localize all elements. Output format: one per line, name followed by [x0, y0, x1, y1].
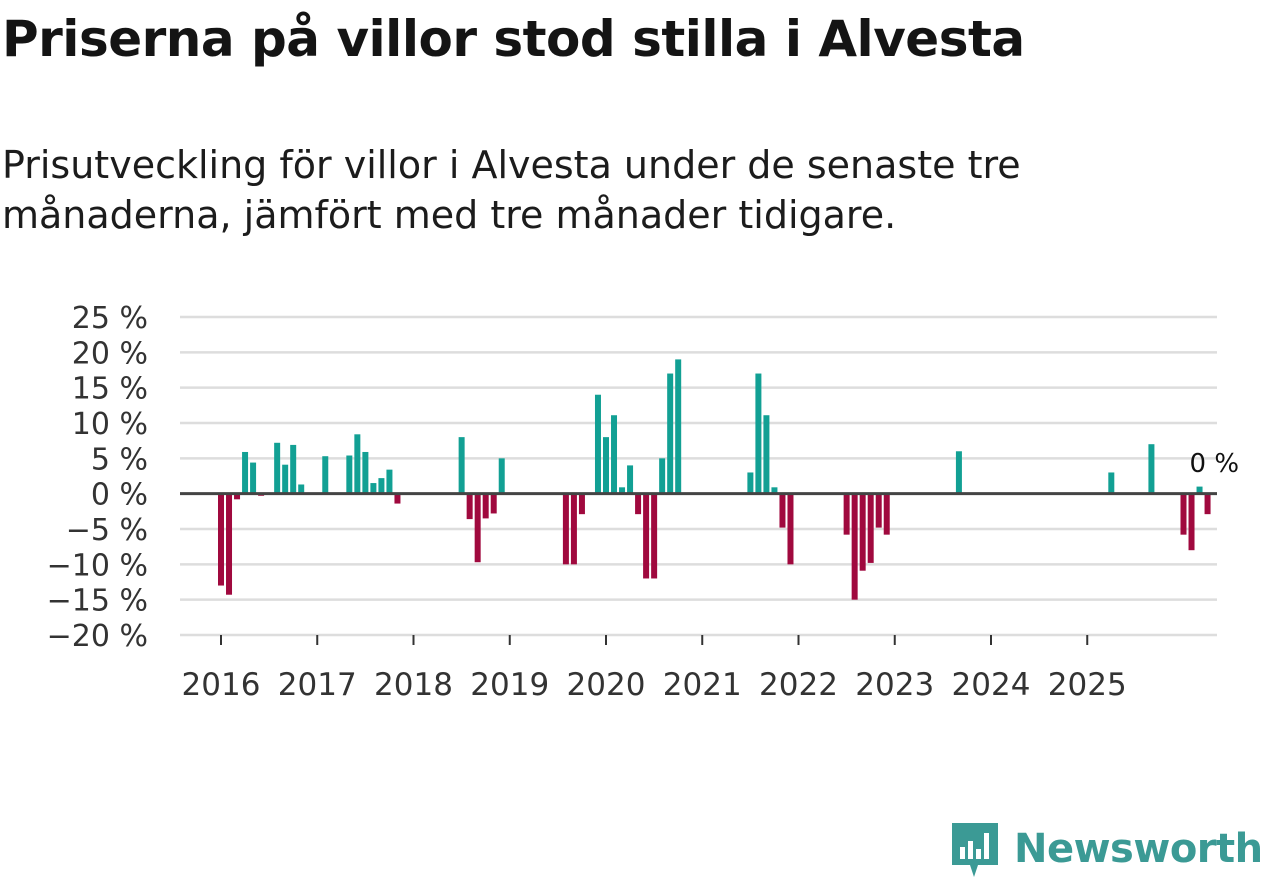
bar [474, 493, 481, 563]
axes [180, 492, 1217, 645]
bar [603, 437, 609, 494]
newsworthy-logo-text: Newsworthy [1014, 826, 1262, 872]
y-tick-label: −5 % [66, 513, 148, 548]
bar [643, 493, 650, 579]
newsworthy-logo[interactable]: Newsworthy [950, 818, 1262, 880]
bar [362, 451, 369, 494]
bar [851, 493, 858, 600]
bar [675, 359, 682, 494]
bar [1108, 472, 1115, 494]
bar [843, 493, 850, 535]
bar [771, 487, 778, 494]
x-tick-label: 2017 [278, 667, 357, 703]
bar [298, 484, 305, 494]
bar [346, 455, 353, 494]
bar [867, 493, 874, 563]
bar [290, 444, 297, 494]
y-tick-label: 0 % [91, 478, 148, 513]
bar [1180, 493, 1187, 535]
bar [1204, 493, 1211, 515]
bar [659, 458, 666, 494]
x-tick-label: 2025 [1048, 667, 1127, 703]
x-tick-label: 2019 [470, 667, 549, 703]
x-tick-label: 2023 [855, 667, 934, 703]
x-tick-label: 2022 [759, 667, 838, 703]
bar [482, 493, 489, 519]
bar [594, 394, 601, 494]
y-tick-label: −20 % [47, 619, 148, 654]
bar [234, 493, 241, 500]
bar [1196, 486, 1203, 494]
bar [875, 493, 882, 528]
bar [787, 493, 794, 565]
bar [619, 487, 626, 494]
bar [627, 465, 634, 494]
bar [1148, 444, 1155, 494]
y-tick-label: 10 % [72, 407, 148, 442]
bar [242, 451, 249, 494]
bar [226, 493, 233, 595]
bar [370, 483, 377, 494]
bar [1188, 493, 1195, 551]
bar [386, 469, 393, 494]
bar [498, 458, 505, 494]
bar [218, 493, 224, 586]
bar [490, 493, 497, 514]
bar [322, 456, 329, 494]
bar [394, 493, 401, 504]
bar [570, 493, 577, 565]
bar [755, 373, 762, 494]
bar-chart: 25 %20 %15 %10 %5 %0 %−5 %−10 %−15 %−20 … [47, 301, 1239, 703]
newsworthy-logo-icon [952, 823, 998, 877]
gridlines [180, 315, 1217, 637]
y-tick-label: −15 % [47, 584, 148, 619]
bar [635, 493, 642, 515]
bar [667, 373, 674, 494]
y-tick-label: −10 % [47, 548, 148, 583]
y-tick-label: 5 % [91, 442, 148, 477]
bar [955, 451, 962, 494]
y-tick-label: 20 % [72, 336, 148, 371]
last-value-label: 0 % [1190, 449, 1240, 479]
chart-title: Priserna på villor stod stilla i Alvesta [2, 10, 1025, 68]
bar [747, 472, 754, 494]
chart-subtitle: Prisutveckling för villor i Alvesta unde… [2, 143, 1021, 237]
y-tick-label: 25 % [72, 301, 148, 336]
bar [282, 464, 289, 494]
y-tick-label: 15 % [72, 372, 148, 407]
bar [763, 415, 770, 494]
x-tick-label: 2024 [952, 667, 1031, 703]
labels: 25 %20 %15 %10 %5 %0 %−5 %−10 %−15 %−20 … [47, 301, 1239, 703]
bar [378, 478, 385, 494]
bar [562, 493, 569, 565]
bar [274, 442, 281, 494]
bar [354, 434, 361, 494]
x-tick-label: 2016 [182, 667, 261, 703]
bar [578, 493, 585, 515]
bar [859, 493, 866, 571]
bar [458, 437, 465, 494]
bar [250, 462, 257, 494]
x-tick-label: 2020 [567, 667, 646, 703]
bar [466, 493, 473, 520]
bar [883, 493, 890, 535]
bar [651, 493, 658, 579]
bar [611, 415, 618, 494]
bars [218, 359, 1211, 600]
bar [779, 493, 786, 528]
x-tick-label: 2018 [374, 667, 453, 703]
x-tick-label: 2021 [663, 667, 742, 703]
